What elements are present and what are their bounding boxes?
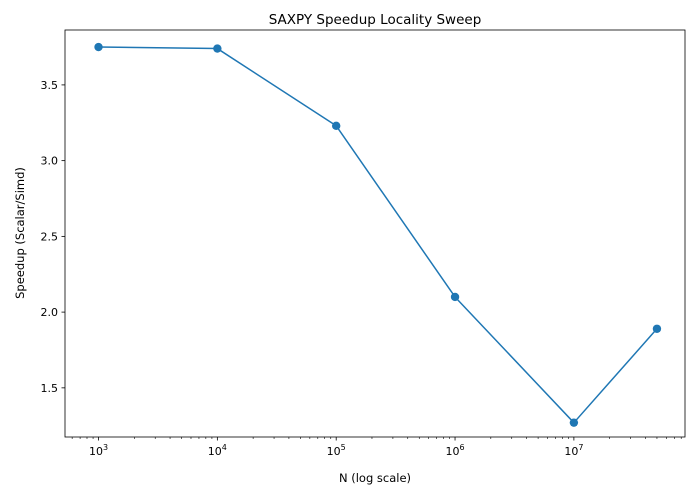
data-point: [450, 292, 460, 302]
y-tick-label: 1.5: [41, 382, 59, 395]
y-tick-label: 3.0: [41, 155, 59, 168]
x-tick-label: 106: [445, 443, 464, 458]
x-axis-label: N (log scale): [339, 471, 411, 485]
y-axis-label: Speedup (Scalar/Simd): [13, 167, 27, 299]
x-tick-label: 103: [89, 443, 108, 458]
axes-frame: [64, 29, 686, 438]
x-tick-label: 105: [327, 443, 346, 458]
data-point: [94, 42, 103, 52]
data-point: [652, 324, 662, 333]
y-tick-label: 2.5: [41, 230, 59, 243]
x-tick-label: 104: [208, 443, 227, 458]
series-line: [98, 46, 658, 424]
x-axis: 103 104 105 106 107: [71, 437, 682, 458]
chart-title: SAXPY Speedup Locality Sweep: [269, 12, 482, 28]
y-axis: 1.5 2.0 2.5 3.0 3.5: [41, 79, 65, 395]
data-point: [213, 44, 222, 53]
plot-area: [64, 29, 686, 438]
y-tick-label: 3.5: [41, 79, 59, 92]
y-tick-label: 2.0: [41, 306, 59, 319]
data-point: [331, 121, 341, 131]
x-tick-label: 107: [564, 443, 583, 458]
data-point: [569, 418, 579, 427]
